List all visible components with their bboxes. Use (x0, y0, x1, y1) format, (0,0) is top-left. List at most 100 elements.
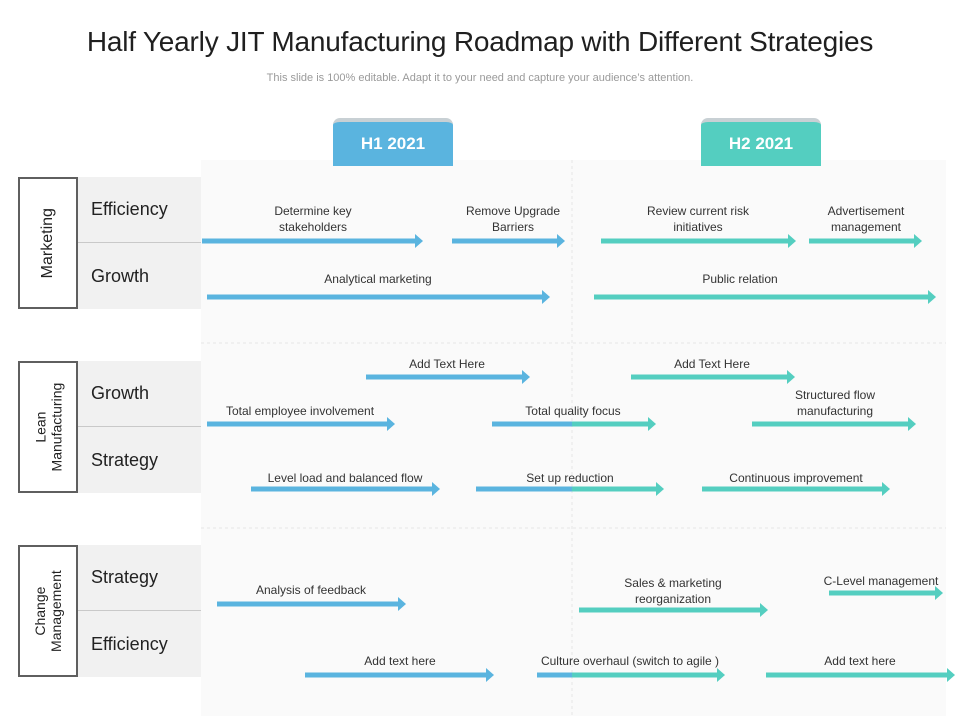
arrow-body-h1 (476, 486, 572, 492)
timeline-arrow (251, 482, 440, 496)
arrow-body (202, 238, 415, 244)
row-label: Efficiency (91, 633, 168, 654)
item-label: Sales & marketing reorganization (624, 576, 722, 606)
item-label: Add text here (824, 654, 896, 668)
timeline-arrow (702, 482, 890, 496)
item-label: Public relation (702, 272, 778, 286)
arrow-head (947, 668, 955, 682)
timeline-arrow (207, 417, 395, 431)
arrow-body (829, 590, 935, 596)
item-label: C-Level management (823, 574, 939, 588)
arrow-head (882, 482, 890, 496)
timeline-arrow (829, 586, 943, 600)
arrow-layer (202, 234, 955, 682)
page-subtitle: This slide is 100% editable. Adapt it to… (266, 72, 694, 84)
arrow-head (717, 668, 725, 682)
row-label: Growth (91, 383, 150, 403)
arrow-head (656, 482, 664, 496)
group-label-marketing: Marketing (38, 207, 56, 279)
page-title: Half Yearly JIT Manufacturing Roadmap wi… (86, 26, 874, 57)
item-label: Analysis of feedback (255, 583, 367, 597)
item-label: Analytical marketing (324, 272, 432, 286)
group-label-change-management: Change Management (31, 570, 64, 652)
row-change-efficiency: Efficiency (78, 611, 201, 677)
arrow-body (207, 421, 387, 427)
row-label: Strategy (91, 567, 159, 587)
arrow-head (788, 234, 796, 248)
arrow-body (251, 486, 432, 492)
group-change-management: Change Management (18, 545, 78, 677)
row-label: Efficiency (91, 199, 168, 219)
row-lean-growth: Growth (78, 361, 201, 427)
arrow-head (908, 417, 916, 431)
arrow-body (305, 672, 486, 678)
arrow-body (631, 374, 787, 380)
arrow-body (207, 294, 542, 300)
arrow-head (557, 234, 565, 248)
item-label: Add Text Here (409, 357, 485, 371)
arrow-body-h2 (572, 672, 717, 678)
arrow-body (452, 238, 557, 244)
arrow-body-h2 (572, 421, 648, 427)
arrow-body (366, 374, 522, 380)
row-change-strategy: Strategy (78, 545, 201, 611)
item-label: Add text here (364, 654, 436, 668)
row-lean-strategy: Strategy (78, 427, 201, 493)
arrow-head (432, 482, 440, 496)
item-label: Culture overhaul (switch to agile ) (540, 654, 720, 668)
item-label: Remove Upgrade Barriers (465, 204, 561, 234)
arrow-body (702, 486, 882, 492)
arrow-body (217, 601, 398, 607)
group-lean-manufacturing: Lean Manufacturing (18, 361, 78, 493)
timeline-arrow (766, 668, 955, 682)
arrow-head (935, 586, 943, 600)
timeline-arrow (476, 482, 664, 496)
timeline-arrow (492, 417, 656, 431)
item-label: Total employee involvement (225, 404, 375, 418)
timeline-arrow (207, 290, 550, 304)
arrow-body (752, 421, 908, 427)
arrow-head (486, 668, 494, 682)
timeline-arrow (537, 668, 725, 682)
arrow-head (398, 597, 406, 611)
timeline-arrow (452, 234, 565, 248)
timeline-arrow (579, 603, 768, 617)
row-label: Growth (91, 265, 150, 286)
arrow-head (415, 234, 423, 248)
timeline-arrow (366, 370, 530, 384)
arrow-body-h1 (537, 672, 572, 678)
timeline-arrow (752, 417, 916, 431)
row-marketing-efficiency: Efficiency (78, 177, 201, 243)
arrow-head (914, 234, 922, 248)
timeline-arrow (809, 234, 922, 248)
timeline-arrow (217, 597, 406, 611)
group-label-lean-manufacturing: Lean Manufacturing (31, 382, 64, 472)
item-label: Continuous improvement (729, 471, 863, 485)
item-label: Total quality focus (525, 404, 621, 418)
arrow-head (928, 290, 936, 304)
item-label: Add Text Here (674, 357, 750, 371)
timeline-arrow (601, 234, 796, 248)
item-label: Set up reduction (526, 471, 614, 485)
timeline-arrow (202, 234, 423, 248)
item-label: Advertisement management (827, 204, 905, 234)
item-label: Determine key stakeholders (274, 204, 352, 234)
timeline-arrow (594, 290, 936, 304)
row-marketing-growth: Growth (78, 243, 201, 309)
arrow-head (522, 370, 530, 384)
arrow-head (787, 370, 795, 384)
h1-2021-header: H1 2021 (333, 118, 453, 166)
timeline-arrow (631, 370, 795, 384)
arrow-head (760, 603, 768, 617)
item-label: Level load and balanced flow (267, 471, 423, 485)
arrow-body (579, 607, 760, 613)
arrow-body (809, 238, 914, 244)
h2-2021-header: H2 2021 (701, 118, 821, 166)
item-label: Review current risk initiatives (646, 204, 750, 234)
row-label: Strategy (91, 449, 159, 470)
arrow-body-h1 (492, 421, 572, 427)
arrow-head (542, 290, 550, 304)
arrow-body (601, 238, 788, 244)
group-marketing: Marketing (18, 177, 78, 309)
